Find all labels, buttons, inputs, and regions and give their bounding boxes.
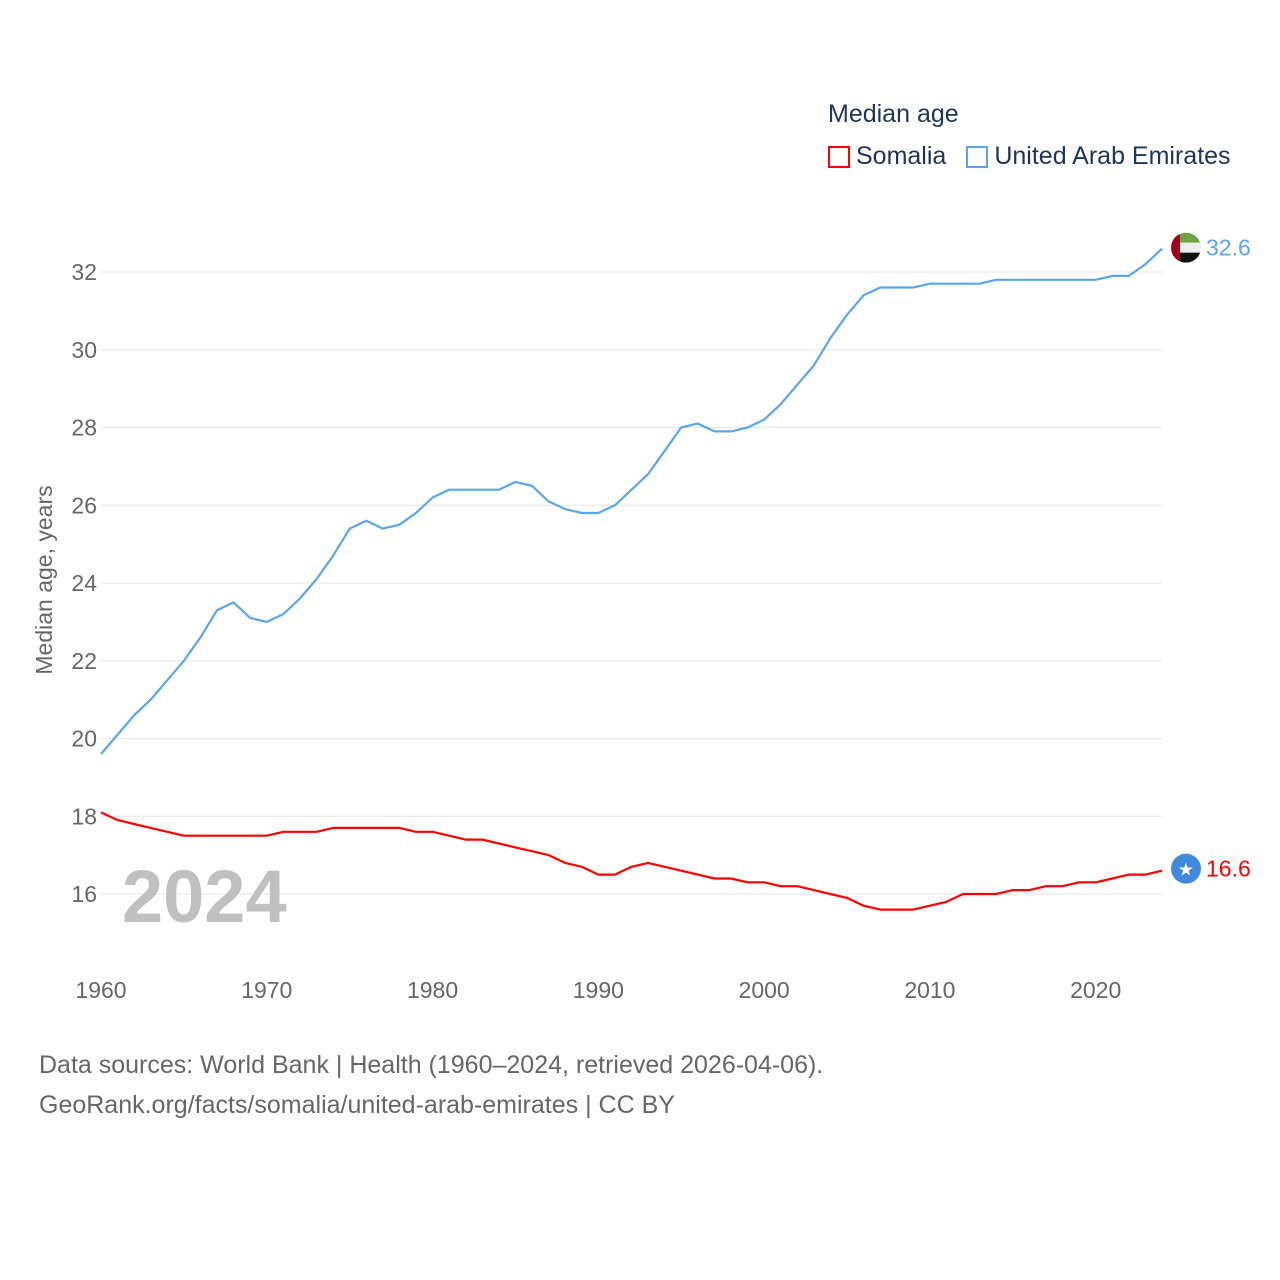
y-tick-label: 22 — [71, 648, 97, 674]
x-tick-label: 2000 — [739, 977, 790, 1003]
y-tick-label: 16 — [71, 881, 97, 907]
x-tick-label: 1970 — [241, 977, 292, 1003]
x-tick-label: 1980 — [407, 977, 458, 1003]
legend-swatch-somalia — [828, 145, 850, 168]
y-tick-label: 30 — [71, 337, 97, 363]
source-line-1: Data sources: World Bank | Health (1960–… — [39, 1051, 824, 1079]
source-line-2[interactable]: GeoRank.org/facts/somalia/united-arab-em… — [39, 1091, 675, 1119]
legend-swatch-uae — [966, 145, 989, 168]
y-tick-label: 18 — [71, 803, 97, 829]
y-axis-label: Median age, years — [31, 485, 57, 674]
x-tick-label: 2020 — [1070, 977, 1121, 1003]
legend-title: Median age — [828, 100, 959, 128]
legend-label-uae: United Arab Emirates — [994, 142, 1231, 170]
x-tick-label: 1990 — [573, 977, 624, 1003]
legend-item-somalia[interactable]: Somalia — [828, 142, 946, 171]
x-tick-label: 2010 — [904, 977, 955, 1003]
source-note: Data sources: World Bank | Health (1960–… — [39, 1045, 823, 1125]
legend-item-uae[interactable]: United Arab Emirates — [966, 142, 1231, 171]
y-tick-label: 26 — [71, 492, 97, 518]
series-line-uae — [100, 247, 1163, 755]
star-icon: ★ — [1178, 860, 1194, 880]
y-tick-label: 28 — [71, 415, 97, 441]
legend-label-somalia: Somalia — [856, 142, 947, 170]
end-value-label: 32.6 — [1206, 235, 1251, 261]
year-watermark: 2024 — [122, 855, 287, 938]
series-line-somalia — [100, 811, 1163, 911]
y-tick-label: 20 — [71, 726, 97, 752]
y-tick-label: 24 — [71, 570, 97, 596]
uae-flag-icon — [1171, 232, 1201, 263]
x-tick-label: 1960 — [75, 977, 126, 1003]
end-value-label: 16.6 — [1206, 856, 1251, 882]
y-tick-label: 32 — [71, 259, 97, 285]
somalia-flag-icon — [1171, 853, 1201, 884]
legend: Somalia United Arab Emirates — [828, 142, 1231, 171]
